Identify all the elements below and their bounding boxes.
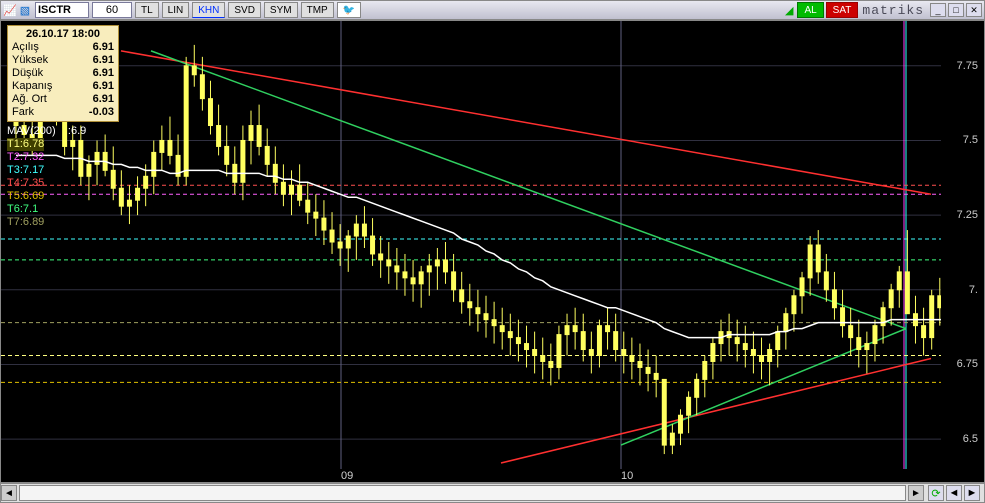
sell-button[interactable]: SAT: [826, 2, 859, 18]
indicator-label: T5:6.69: [7, 190, 86, 203]
chart-area[interactable]: 6.5 6.75 7. 7.25 7.5 7.75 09 10 26.10.17 18:00…: [0, 20, 985, 483]
maximize-button[interactable]: □: [948, 3, 964, 17]
panel-datetime: 26.10.17 18:00: [12, 28, 114, 40]
bottombar: ◄ ► ⟳ ◄ ►: [0, 483, 985, 503]
y-tick: 7.: [969, 284, 978, 296]
indicator-label: T2:7.32: [7, 151, 86, 164]
scroll-track[interactable]: [19, 485, 906, 501]
indicator-label: T3:7.17: [7, 164, 86, 177]
scroll-left-button[interactable]: ◄: [1, 485, 17, 501]
minimize-button[interactable]: _: [930, 3, 946, 17]
twitter-icon[interactable]: 🐦: [337, 2, 361, 18]
y-tick: 7.75: [957, 60, 978, 72]
tmp-button[interactable]: TMP: [301, 2, 334, 18]
khn-button[interactable]: KHN: [192, 2, 225, 18]
info-row: Açılış6.91: [12, 41, 114, 54]
bottom-right-icons: ⟳ ◄ ►: [928, 485, 980, 501]
y-tick: 7.25: [957, 209, 978, 221]
brand-label: matriks: [862, 3, 924, 18]
refresh-icon[interactable]: ⟳: [928, 485, 944, 501]
lin-button[interactable]: LIN: [162, 2, 190, 18]
info-row: Kapanış6.91: [12, 80, 114, 93]
flag-icon[interactable]: ▧: [18, 3, 32, 17]
info-row: Düşük6.91: [12, 67, 114, 80]
scroll-right-button[interactable]: ►: [908, 485, 924, 501]
x-tick: 09: [341, 470, 353, 482]
signal-icon[interactable]: ◢: [785, 4, 793, 17]
y-tick: 6.5: [963, 433, 978, 445]
window-buttons: _ □ ✕: [930, 3, 982, 17]
x-axis: 09 10: [1, 468, 984, 482]
symbol-input[interactable]: [35, 2, 89, 18]
y-tick: 6.75: [957, 358, 978, 370]
nav-prev-icon[interactable]: ◄: [946, 485, 962, 501]
tl-button[interactable]: TL: [135, 2, 159, 18]
indicator-list: MAV(200) :6.9T1:6.78T2:7.32T3:7.17T4:7.3…: [7, 125, 86, 229]
svd-button[interactable]: SVD: [228, 2, 261, 18]
indicator-label: T4:7.35: [7, 177, 86, 190]
titlebar-left-icons: 📈 ▧: [3, 3, 32, 17]
ohlc-panel: 26.10.17 18:00 Açılış6.91Yüksek6.91Düşük…: [7, 25, 119, 122]
indicator-label: MAV(200) :6.9: [7, 125, 86, 138]
info-row: Ağ. Ort6.91: [12, 93, 114, 106]
info-row: Fark-0.03: [12, 106, 114, 119]
indicator-label: T1:6.78: [7, 138, 44, 151]
sym-button[interactable]: SYM: [264, 2, 298, 18]
info-row: Yüksek6.91: [12, 54, 114, 67]
x-tick: 10: [621, 470, 633, 482]
close-button[interactable]: ✕: [966, 3, 982, 17]
y-tick: 7.5: [963, 134, 978, 146]
buy-button[interactable]: AL: [797, 2, 823, 18]
chart-icon[interactable]: 📈: [3, 3, 17, 17]
titlebar: 📈 ▧ TL LIN KHN SVD SYM TMP 🐦 ◢ AL SAT ma…: [0, 0, 985, 20]
indicator-label: T6:7.1: [7, 203, 86, 216]
nav-next-icon[interactable]: ►: [964, 485, 980, 501]
period-input[interactable]: [92, 2, 132, 18]
price-chart[interactable]: [1, 21, 941, 484]
y-axis: 6.5 6.75 7. 7.25 7.5 7.75: [939, 21, 984, 482]
indicator-label: T7:6.89: [7, 216, 86, 229]
